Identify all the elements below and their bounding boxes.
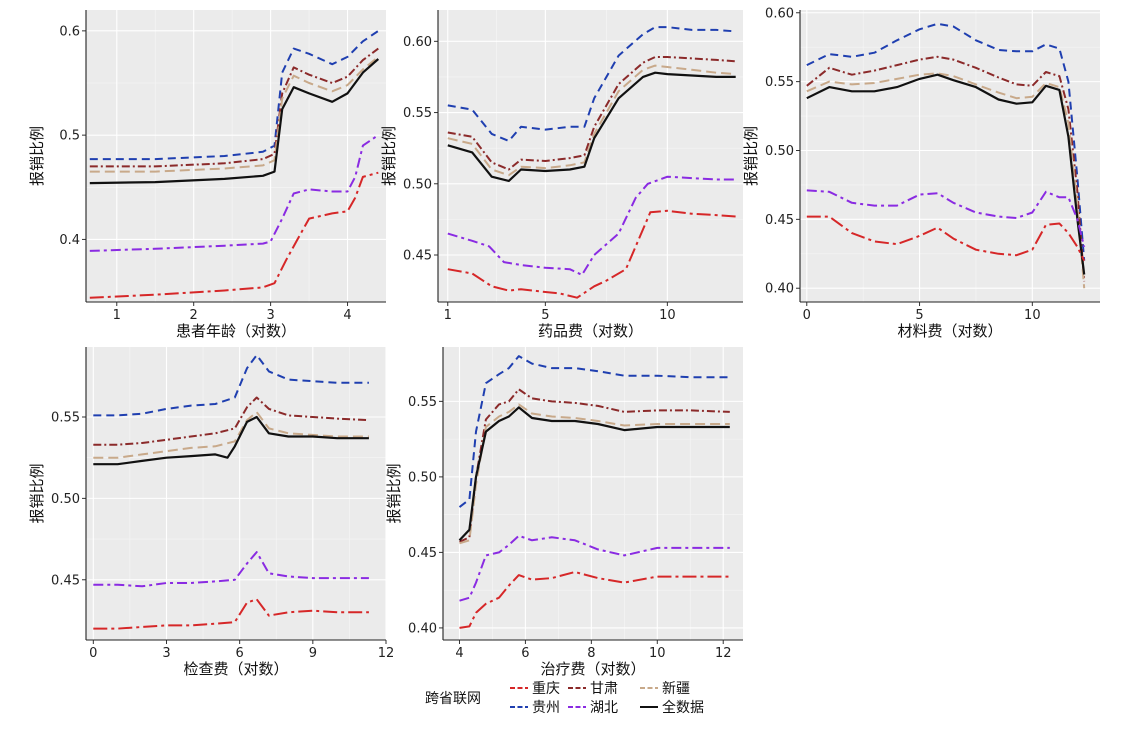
x-tick-label: 12	[715, 646, 732, 661]
chart-panel-4: 0 3 6 9 12 0.45 0.50 0.55 检查费（对数） 报销比例	[28, 347, 394, 678]
y-tick-label: 0.55	[765, 75, 794, 90]
y-axis-label: 报销比例	[28, 463, 46, 523]
y-axis-label: 报销比例	[28, 126, 46, 186]
legend-title: 跨省联网	[425, 691, 481, 707]
series-line-hubei	[93, 551, 369, 588]
y-tick-label: 0.45	[765, 213, 794, 228]
series-line-hubei	[459, 534, 730, 602]
x-axis-label: 材料费（对数）	[897, 322, 1002, 340]
series-line-xinjiang	[459, 403, 730, 545]
plot-background	[438, 10, 743, 302]
x-tick-label: 4	[343, 308, 351, 323]
series-line-xinjiang	[806, 72, 1086, 289]
x-tick-label: 10	[1024, 308, 1041, 323]
x-tick-label: 1	[444, 308, 452, 323]
plot-background	[800, 10, 1100, 302]
chart-panel-1: 1 2 3 4 0.4 0.5 0.6 患者年龄（对数） 报销比例	[28, 10, 386, 340]
series-line-hubei	[806, 189, 1086, 248]
series-line-gansu	[93, 396, 369, 446]
x-tick-label: 2	[190, 308, 198, 323]
x-tick-label: 6	[236, 646, 244, 661]
y-tick-label: 0.45	[403, 248, 432, 263]
series-line-chongqing	[447, 209, 736, 299]
legend-label-gansu: 甘肃	[590, 681, 618, 697]
x-tick-label: 0	[803, 308, 811, 323]
plot-background	[86, 10, 386, 302]
x-tick-label: 1	[113, 308, 121, 323]
y-tick-label: 0.50	[408, 470, 437, 485]
x-tick-label: 3	[266, 308, 274, 323]
y-tick-label: 0.50	[765, 144, 794, 159]
x-axis-label: 检查费（对数）	[183, 660, 288, 678]
x-tick-label: 3	[162, 646, 170, 661]
series-line-xinjiang	[447, 64, 736, 177]
series-line-xinjiang	[93, 411, 369, 459]
x-axis-label: 患者年龄（对数）	[176, 322, 296, 340]
y-axis-label: 报销比例	[380, 126, 398, 186]
x-tick-label: 8	[587, 646, 595, 661]
legend-label-guizhou: 贵州	[532, 700, 560, 716]
x-tick-label: 0	[89, 646, 97, 661]
x-tick-label: 9	[309, 646, 317, 661]
series-line-gansu	[806, 55, 1086, 282]
series-line-guizhou	[458, 355, 730, 508]
y-tick-label: 0.40	[765, 282, 794, 297]
series-line-guizhou	[93, 354, 369, 417]
legend-label-all: 全数据	[662, 699, 704, 716]
x-tick-label: 10	[649, 646, 666, 661]
y-tick-label: 0.55	[403, 106, 432, 121]
plot-background	[86, 347, 386, 640]
y-tick-label: 0.5	[59, 129, 80, 144]
y-tick-label: 0.6	[59, 24, 80, 39]
y-tick-label: 0.4	[59, 233, 80, 248]
series-line-gansu	[89, 47, 379, 168]
series-line-all	[89, 58, 380, 185]
series-line-all	[458, 406, 730, 542]
series-line-all	[806, 73, 1086, 275]
y-tick-label: 0.40	[408, 621, 437, 636]
series-line-guizhou	[806, 22, 1086, 261]
y-tick-label: 0.50	[403, 177, 432, 192]
y-axis-label: 报销比例	[742, 126, 760, 186]
series-line-hubei	[89, 134, 379, 252]
series-line-chongqing	[459, 571, 730, 629]
y-tick-label: 0.45	[51, 573, 80, 588]
series-line-xinjiang	[89, 56, 379, 173]
plot-background	[443, 347, 743, 640]
legend-label-xinjiang: 新疆	[662, 681, 690, 697]
legend-label-chongqing: 重庆	[532, 681, 560, 697]
legend-label-hubei: 湖北	[590, 700, 618, 716]
y-tick-label: 0.60	[765, 6, 794, 21]
y-tick-label: 0.60	[403, 35, 432, 50]
y-tick-label: 0.45	[408, 546, 437, 561]
series-line-gansu	[447, 56, 736, 171]
series-line-hubei	[447, 175, 736, 276]
series-line-guizhou	[447, 26, 736, 142]
x-tick-label: 12	[378, 646, 395, 661]
x-tick-label: 4	[455, 646, 463, 661]
chart-panel-2: 1 5 10 0.45 0.50 0.55 0.60 药品费（对数） 报销比例	[380, 10, 743, 340]
series-line-all	[447, 71, 736, 182]
series-line-guizhou	[89, 30, 379, 161]
y-tick-label: 0.50	[51, 492, 80, 507]
chart-panel-3: 0 5 10 0.40 0.45 0.50 0.55 0.60 材料费（对数） 报销比例	[742, 6, 1100, 340]
x-axis-label: 药品费（对数）	[538, 322, 643, 340]
x-tick-label: 6	[521, 646, 529, 661]
x-axis-label: 治疗费（对数）	[540, 660, 645, 678]
series-line-chongqing	[89, 171, 379, 299]
y-tick-label: 0.55	[51, 410, 80, 425]
x-tick-label: 5	[541, 308, 549, 323]
y-tick-label: 0.55	[408, 395, 437, 410]
series-line-all	[93, 415, 369, 466]
x-tick-label: 5	[915, 308, 923, 323]
series-line-chongqing	[93, 598, 369, 630]
series-line-chongqing	[806, 215, 1086, 262]
chart-panel-5: 4 6 8 10 12 0.40 0.45 0.50 0.55 治疗费（对数） 报销比例	[385, 347, 743, 678]
y-axis-label: 报销比例	[385, 463, 403, 523]
x-tick-label: 10	[659, 308, 676, 323]
